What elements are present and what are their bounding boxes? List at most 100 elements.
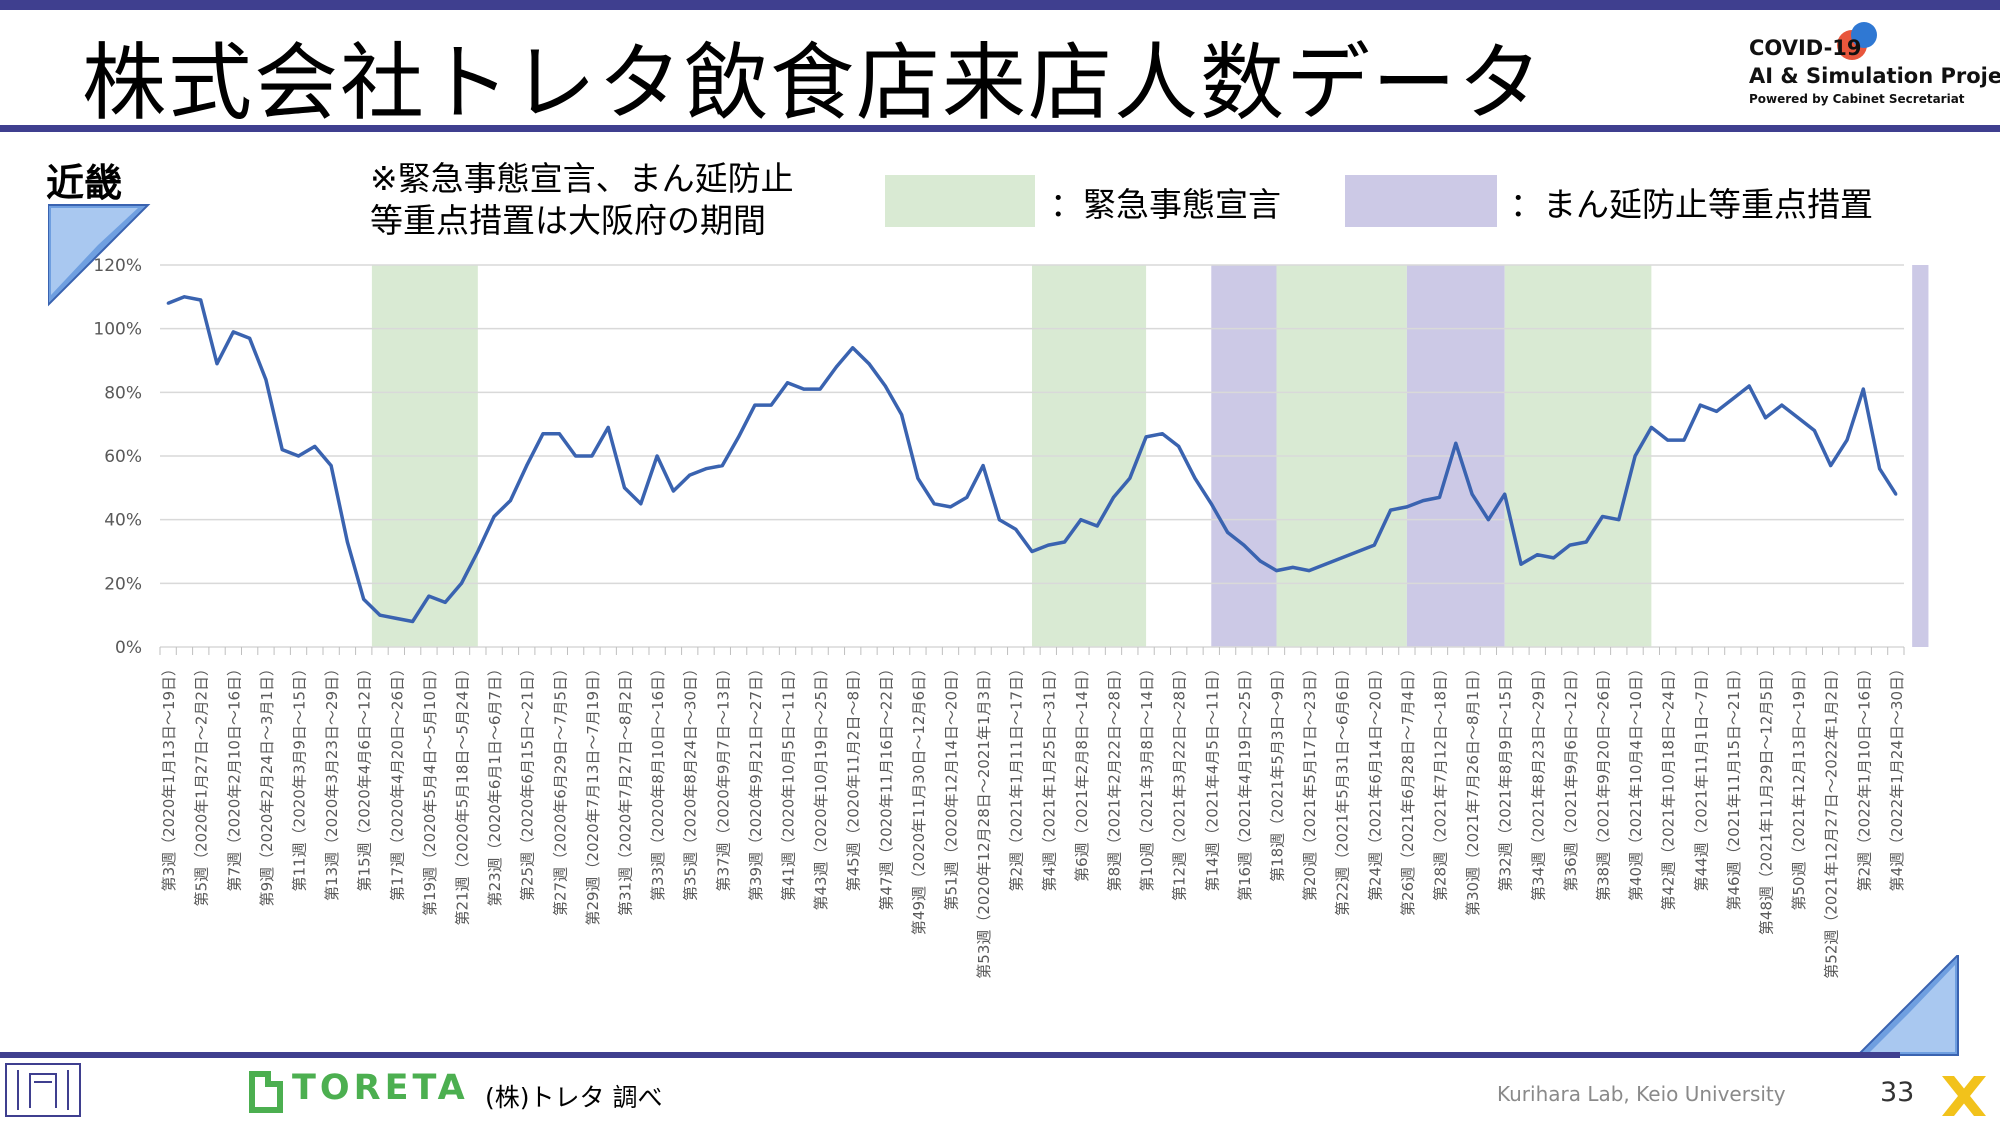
x-tick-label: 第9週（2020年2月24日～3月1日） (258, 661, 276, 906)
x-tick-label: 第21週（2020年5月18日～5月24日） (454, 661, 472, 926)
data-point (883, 384, 887, 388)
data-point (215, 362, 219, 366)
data-point (1780, 403, 1784, 407)
logo-line3: Powered by Cabinet Secretariat (1749, 92, 1965, 106)
data-point (688, 473, 692, 477)
data-point (981, 464, 985, 468)
data-point (704, 467, 708, 471)
x-tick-label: 第40週（2021年10月4日～10日） (1627, 661, 1645, 901)
y-tick-label: 20% (104, 574, 142, 594)
data-point (1274, 569, 1278, 573)
x-tick-label: 第7週（2020年2月10日～16日） (225, 661, 243, 891)
data-point (378, 613, 382, 617)
page-number: 33 (1880, 1077, 1915, 1108)
data-point (280, 448, 284, 452)
y-tick-label: 60% (104, 447, 142, 467)
x-logo-icon (1942, 1076, 1986, 1116)
data-point (411, 620, 415, 624)
x-tick-label: 第4週（2022年1月24日～30日） (1888, 661, 1906, 891)
x-tick-label: 第25週（2020年6月15日～21日） (519, 661, 537, 901)
data-point (427, 594, 431, 598)
data-point (1812, 429, 1816, 433)
data-point (1486, 518, 1490, 522)
y-tick-label: 80% (104, 383, 142, 403)
data-point (1014, 527, 1018, 531)
data-point (476, 550, 480, 553)
x-tick-label: 第2週（2021年1月11日～17日） (1008, 661, 1026, 891)
data-point (639, 502, 643, 506)
x-tick-label: 第19週（2020年5月4日～5月10日） (421, 661, 439, 916)
x-tick-label: 第49週（2020年11月30日～12月6日） (910, 661, 928, 935)
data-point (525, 464, 529, 468)
data-point (1600, 514, 1604, 518)
x-tick-label: 第4週（2021年1月25日～31日） (1040, 661, 1058, 891)
x-tick-label: 第2週（2022年1月10日～16日） (1855, 661, 1873, 891)
data-point (394, 616, 398, 620)
keio-lab-logo-icon (5, 1063, 81, 1117)
period-note-line2: 等重点措置は大阪府の期間 (370, 201, 766, 240)
data-point (769, 403, 773, 407)
data-point (199, 298, 203, 302)
region-label: 近畿 (46, 161, 123, 205)
data-point (753, 403, 757, 407)
data-point (1470, 492, 1474, 496)
data-point (655, 454, 659, 458)
legend-label-emergency: ：緊急事態宣言 (1050, 185, 1281, 224)
data-point (1389, 508, 1393, 512)
data-point (818, 387, 822, 391)
data-point (1421, 499, 1425, 503)
x-tick-label: 第27週（2020年6月29日～7月5日） (551, 661, 569, 916)
x-tick-label: 第36週（2021年9月6日～12日） (1562, 661, 1580, 891)
data-point (508, 499, 512, 503)
corner-arrow-icon (48, 204, 151, 307)
lab-credit: Kurihara Lab, Keio University (1497, 1082, 1786, 1106)
data-point (1894, 492, 1898, 496)
data-point (834, 365, 838, 369)
data-point (1519, 562, 1523, 566)
x-tick-label: 第30週（2021年7月26日～8月1日） (1464, 661, 1482, 916)
data-point (1568, 543, 1572, 547)
x-tick-label: 第43週（2020年10月19日～25日） (812, 661, 830, 911)
x-tick-label: 第11週（2020年3月9日～15日） (291, 661, 309, 891)
x-tick-label: 第34週（2021年8月23日～29日） (1529, 661, 1547, 901)
data-point (1193, 476, 1197, 480)
data-source: (株)トレタ 調べ (485, 1083, 663, 1112)
data-point (1209, 502, 1213, 506)
data-point (1666, 438, 1670, 442)
x-tick-label: 第37週（2020年9月7日～13日） (714, 661, 732, 891)
x-tick-label: 第10週（2021年3月8日～14日） (1138, 661, 1156, 891)
x-tick-label: 第31週（2020年7月27日～8月2日） (617, 661, 635, 916)
x-tick-label: 第29週（2020年7月13日～7月19日） (584, 661, 602, 926)
data-point (1796, 416, 1800, 420)
y-tick-label: 40% (104, 511, 142, 531)
data-point (166, 301, 170, 305)
data-point (1063, 540, 1067, 544)
data-point (557, 432, 561, 436)
x-tick-label: 第48週（2021年11月29日～12月5日） (1757, 661, 1775, 935)
data-point (786, 381, 790, 385)
data-point (720, 464, 724, 468)
data-point (574, 454, 578, 458)
x-tick-label: 第24週（2021年6月14日～20日） (1366, 661, 1384, 901)
data-point (182, 295, 186, 299)
data-point (1144, 435, 1148, 439)
data-point (1340, 556, 1344, 560)
data-point (1242, 543, 1246, 547)
x-tick-label: 第53週（2020年12月28日～2021年1月3日） (975, 661, 993, 979)
data-point (1682, 438, 1686, 442)
data-point (1160, 432, 1164, 436)
data-point (1046, 543, 1050, 547)
data-point (1503, 492, 1507, 496)
x-tick-label: 第22週（2021年5月31日～6月6日） (1334, 661, 1352, 916)
visitor-line-chart: 0% 20% 40% 60% 80% 100% 120% 第3週（2020年1月13日～19日… (93, 256, 1929, 979)
x-tick-label: 第35週（2020年8月24日～30日） (682, 661, 700, 901)
data-point (606, 425, 610, 429)
data-point (492, 514, 496, 518)
data-point (297, 454, 301, 458)
data-point (1649, 425, 1653, 429)
data-point (1356, 550, 1360, 553)
data-point (231, 330, 235, 334)
data-point (443, 600, 447, 604)
data-point (1878, 467, 1882, 471)
data-point (1845, 438, 1849, 442)
